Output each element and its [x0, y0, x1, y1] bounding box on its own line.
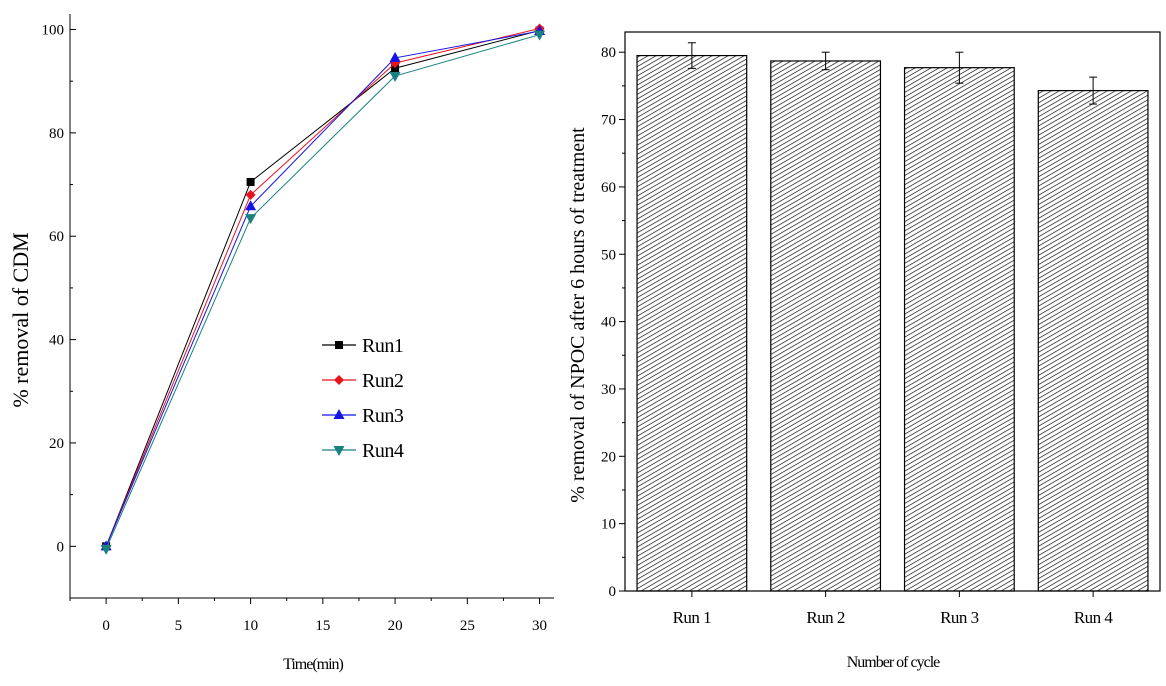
- series-run1: [102, 26, 544, 551]
- y-tick-label: 60: [49, 229, 64, 245]
- data-point: [245, 214, 257, 225]
- bar-chart-npoc-removal: Run 1 Run 2 Run 3 Run 4 0 10 20 30 40 50 60 70 80 % …: [567, 31, 1161, 671]
- x-tick-label: 20: [388, 618, 403, 634]
- line-chart-y-axis-label: % removal of CDM: [8, 232, 33, 407]
- y-tick-label: 0: [57, 539, 65, 555]
- bar: [770, 60, 882, 592]
- x-tick-label: 5: [175, 618, 183, 634]
- data-point: [246, 177, 255, 186]
- series-run4: [100, 30, 546, 555]
- y-tick-label: 40: [601, 315, 616, 331]
- y-tick-label: 40: [49, 333, 64, 349]
- data-point: [389, 72, 401, 83]
- line-chart-x-axis-label: Time(min): [283, 656, 343, 673]
- bar-chart-ticks: Run 1 Run 2 Run 3 Run 4 0 10 20 30 40 50 60 70 80: [601, 45, 1114, 627]
- category-label: Run 1: [673, 608, 712, 627]
- data-point: [391, 64, 400, 73]
- bar: [903, 67, 1015, 592]
- data-point: [534, 30, 546, 41]
- x-tick-label: 0: [102, 618, 110, 634]
- legend-marker: [335, 341, 343, 349]
- legend-entry-run2: Run2: [322, 370, 404, 392]
- series-line: [105, 27, 540, 547]
- bar-chart-y-axis-label: % removal of NPOC after 6 hours of treat…: [567, 127, 589, 503]
- plot-frame: [624, 31, 1161, 592]
- bar-chart-axes: [624, 31, 1161, 592]
- y-tick-label: 100: [42, 23, 65, 39]
- y-tick-label: 80: [601, 45, 616, 61]
- bar-run-1: [636, 42, 748, 592]
- bar-run-2: [770, 51, 882, 592]
- y-tick-label: 70: [601, 113, 616, 129]
- category-label: Run 2: [806, 608, 845, 627]
- legend-entry-run4: Run4: [322, 440, 404, 462]
- category-label: Run 3: [940, 608, 979, 627]
- data-point: [100, 544, 112, 555]
- y-tick-label: 20: [601, 449, 616, 465]
- legend-entry-run1: Run1: [322, 335, 404, 357]
- bar-run-4: [1037, 76, 1149, 592]
- series-line: [105, 34, 540, 550]
- bar: [636, 54, 748, 592]
- y-tick-label: 80: [49, 126, 64, 142]
- legend-label: Run1: [362, 335, 403, 357]
- x-tick-label: 30: [532, 618, 547, 634]
- y-tick-label: 0: [609, 584, 617, 600]
- series-line: [105, 30, 540, 547]
- legend-label: Run4: [362, 440, 404, 462]
- bar-chart-bars: [636, 42, 1149, 592]
- legend-marker: [334, 375, 344, 385]
- legend-marker: [333, 409, 345, 419]
- y-tick-label: 50: [601, 247, 616, 263]
- y-tick-label: 10: [601, 517, 616, 533]
- bar-run-3: [903, 51, 1015, 592]
- bar-chart-x-axis-label: Number of cycle: [847, 654, 940, 671]
- line-chart-axes: [69, 14, 554, 599]
- data-point: [389, 51, 401, 62]
- data-point: [245, 189, 256, 200]
- legend-entry-run3: Run3: [322, 405, 404, 427]
- y-tick-label: 60: [601, 180, 616, 196]
- x-tick-label: 15: [315, 618, 330, 634]
- series-run2: [101, 23, 545, 552]
- line-chart-cdm-removal: 0 20 40 60 80 100 0 5 10 15 20 25 30 % removal of CD…: [8, 14, 554, 673]
- category-label: Run 4: [1074, 608, 1114, 627]
- line-chart-series: [100, 23, 546, 555]
- legend-marker: [333, 446, 345, 456]
- x-tick-label: 25: [460, 618, 475, 634]
- data-point: [245, 200, 257, 211]
- line-chart-legend: Run1 Run2 Run3 Run4: [322, 335, 404, 462]
- series-run3: [100, 25, 546, 551]
- bar: [1037, 89, 1149, 592]
- series-line: [105, 30, 540, 547]
- y-tick-label: 30: [601, 382, 616, 398]
- line-chart-ticks: 0 20 40 60 80 100 0 5 10 15 20 25 30: [42, 23, 548, 634]
- x-tick-label: 10: [243, 618, 258, 634]
- legend-label: Run3: [362, 405, 404, 427]
- legend-label: Run2: [362, 370, 403, 392]
- y-tick-label: 20: [49, 436, 64, 452]
